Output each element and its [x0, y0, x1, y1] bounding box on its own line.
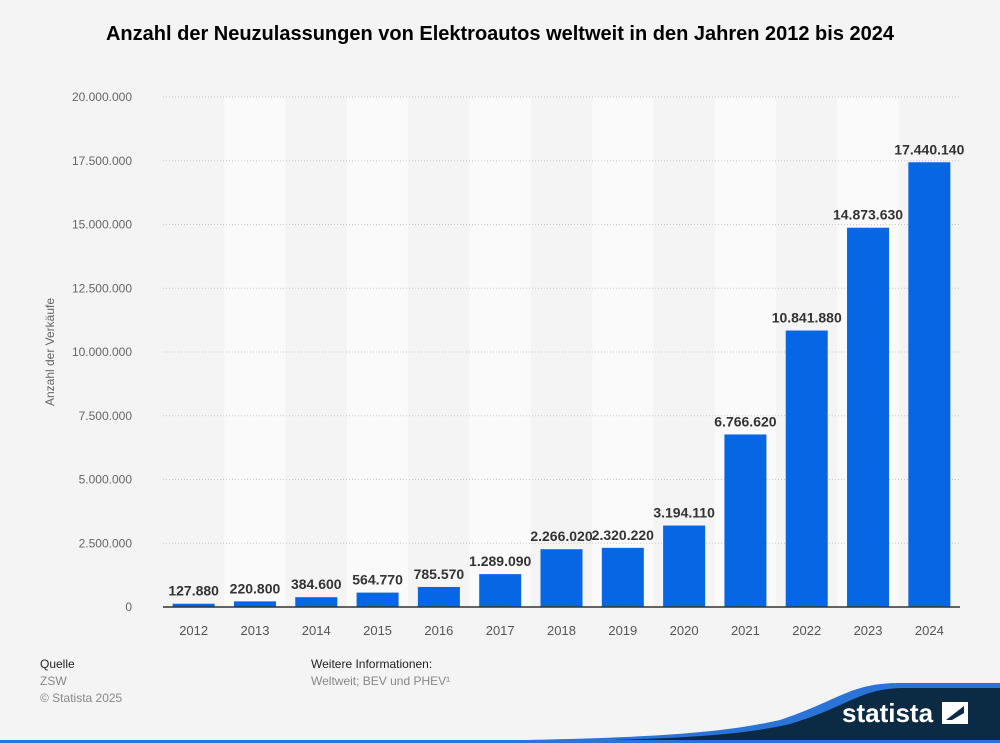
- y-tick-label: 17.500.000: [72, 154, 132, 168]
- data-label: 384.600: [291, 576, 342, 592]
- data-label: 3.194.110: [653, 505, 715, 521]
- logo-text: statista: [842, 698, 934, 728]
- x-tick-label: 2021: [731, 623, 760, 638]
- y-axis-label: Anzahl der Verkäufe: [43, 298, 57, 406]
- x-tick-label: 2014: [302, 623, 331, 638]
- x-tick-label: 2024: [915, 623, 944, 638]
- bar: [785, 330, 828, 607]
- statista-logo[interactable]: statista: [842, 698, 968, 728]
- bar: [847, 227, 890, 607]
- info-text: Weltweit; BEV und PHEV¹: [311, 674, 451, 688]
- bar: [356, 592, 399, 607]
- bar: [417, 586, 460, 607]
- copyright: © Statista 2025: [40, 691, 123, 705]
- x-tick-label: 2016: [424, 623, 453, 638]
- y-tick-label: 12.500.000: [72, 281, 132, 295]
- y-tick-label: 0: [125, 600, 132, 614]
- bar: [908, 162, 951, 607]
- x-tick-label: 2022: [792, 623, 821, 638]
- x-tick-label: 2013: [241, 623, 270, 638]
- info-label: Weitere Informationen:: [311, 657, 433, 671]
- y-tick-label: 20.000.000: [72, 90, 132, 104]
- bar-chart: 0 2.500.000 5.000.000 7.500.000 10.000.000 12…: [43, 90, 965, 638]
- bar: [663, 525, 706, 607]
- source[interactable]: ZSW: [40, 674, 67, 688]
- data-label: 220.800: [230, 580, 281, 596]
- column-band: [346, 97, 409, 607]
- bar: [601, 547, 644, 607]
- data-label: 564.770: [352, 572, 403, 588]
- bar: [172, 603, 215, 607]
- bar: [724, 434, 767, 607]
- y-tick-label: 7.500.000: [79, 409, 133, 423]
- y-tick-label: 2.500.000: [79, 536, 133, 550]
- footer-banner: statista: [0, 683, 1000, 743]
- data-label: 6.766.620: [714, 413, 776, 429]
- data-label: 10.841.880: [772, 310, 842, 326]
- chart-title: Anzahl der Neuzulassungen von Elektroaut…: [105, 23, 894, 45]
- bar: [233, 601, 276, 607]
- x-tick-label: 2020: [670, 623, 699, 638]
- y-tick-label: 10.000.000: [72, 345, 132, 359]
- column-band: [653, 97, 715, 607]
- x-tick-label: 2018: [547, 623, 576, 638]
- x-tick-label: 2019: [608, 623, 637, 638]
- x-tick-label: 2017: [486, 623, 515, 638]
- bar: [540, 549, 583, 607]
- x-tick-label: 2012: [179, 623, 208, 638]
- data-label: 2.266.020: [530, 528, 592, 544]
- column-band: [224, 97, 286, 607]
- x-tick-label: 2023: [854, 623, 883, 638]
- data-label: 2.320.220: [592, 527, 654, 543]
- source-label: Quelle: [40, 657, 75, 671]
- bar: [479, 574, 522, 607]
- data-label: 17.440.140: [894, 141, 964, 157]
- data-label: 1.289.090: [469, 553, 531, 569]
- data-label: 14.873.630: [833, 207, 903, 223]
- data-label: 785.570: [414, 566, 465, 582]
- y-tick-label: 5.000.000: [79, 473, 133, 487]
- data-label: 127.880: [168, 583, 219, 599]
- y-tick-label: 15.000.000: [72, 218, 132, 232]
- bar: [295, 597, 338, 607]
- x-tick-label: 2015: [363, 623, 392, 638]
